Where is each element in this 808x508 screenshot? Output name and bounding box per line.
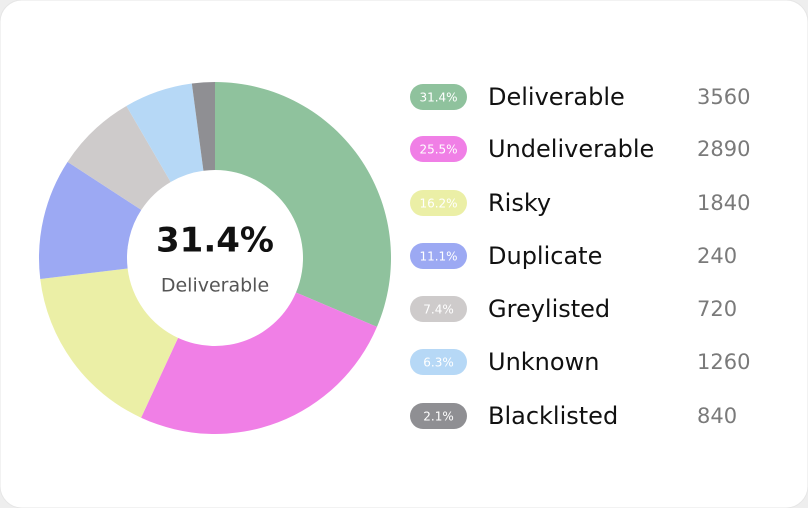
legend-percent: 6.3% <box>423 356 454 370</box>
slice <box>141 292 377 435</box>
legend-label: Risky <box>488 189 551 217</box>
legend-swatch <box>410 403 467 429</box>
legend-label: Undeliverable <box>488 135 654 163</box>
legend-label: Duplicate <box>488 242 602 270</box>
legend-count: 240 <box>697 244 737 268</box>
slice <box>191 82 215 171</box>
legend-percent: 16.2% <box>419 197 457 211</box>
legend-label: Deliverable <box>488 83 625 111</box>
legend-label: Blacklisted <box>488 402 618 430</box>
legend-count: 840 <box>697 404 737 428</box>
donut <box>39 82 392 435</box>
legend-swatch <box>410 296 467 322</box>
center-value: 31.4% <box>156 221 274 261</box>
legend-percent: 11.1% <box>419 250 457 264</box>
legend-swatch <box>410 243 467 269</box>
legend-count: 1840 <box>697 191 750 215</box>
legend-label: Greylisted <box>488 295 610 323</box>
legend-percent: 2.1% <box>423 410 454 424</box>
legend-count: 720 <box>697 297 737 321</box>
slice <box>215 82 392 327</box>
legend-swatch <box>410 136 467 162</box>
center-label: Deliverable <box>161 275 269 297</box>
legend-percent: 25.5% <box>419 143 457 157</box>
slice <box>39 161 142 279</box>
legend-percent: 7.4% <box>423 303 454 317</box>
slice <box>67 105 171 210</box>
legend-swatch <box>410 190 467 216</box>
legend: 31.4% Deliverable 3560 25.5% Undeliverable 28… <box>410 83 750 430</box>
legend-count: 1260 <box>697 350 750 374</box>
legend-swatch <box>410 349 467 375</box>
legend-swatch <box>410 84 467 110</box>
legend-label: Unknown <box>488 348 599 376</box>
slice <box>126 83 204 182</box>
legend-percent: 31.4% <box>419 91 457 105</box>
legend-count: 2890 <box>697 137 750 161</box>
legend-count: 3560 <box>697 85 750 109</box>
slice <box>40 268 179 418</box>
